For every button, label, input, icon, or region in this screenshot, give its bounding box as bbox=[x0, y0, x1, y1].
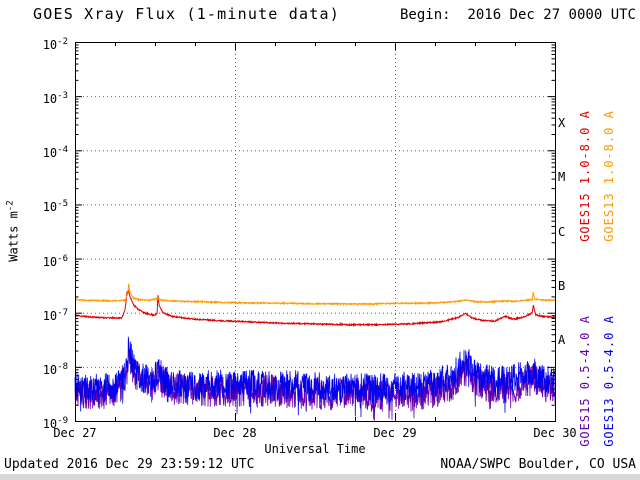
y-axis-label: Watts m-2 bbox=[6, 200, 21, 261]
y-tick-label: 10-9 bbox=[42, 416, 68, 431]
window-edge-strip bbox=[0, 474, 640, 480]
y-tick-label: 10-6 bbox=[42, 253, 68, 269]
gridlines bbox=[75, 42, 555, 421]
source-credit: NOAA/SWPC Boulder, CO USA bbox=[440, 457, 636, 472]
chart-title: GOES Xray Flux (1-minute data) bbox=[33, 5, 340, 23]
y-tick-label: 10-5 bbox=[42, 199, 68, 215]
begin-time-label: Begin: 2016 Dec 27 0000 UTC bbox=[399, 7, 636, 23]
plot-frame bbox=[75, 42, 556, 422]
legend-label-goes13-0-5-4-0-a: GOES13 0.5-4.0 A bbox=[602, 315, 616, 447]
y-tick-label: 10-8 bbox=[42, 361, 68, 377]
flare-class-label-x: X bbox=[558, 116, 566, 131]
x-tick-label: Dec 29 bbox=[373, 426, 417, 440]
series-lines bbox=[74, 283, 556, 422]
y-tick-label: 10-3 bbox=[42, 91, 68, 107]
series-line-goes15-0-5-4-0-a bbox=[74, 341, 556, 422]
flare-class-label-a: A bbox=[558, 332, 566, 347]
y-axis-label-exponent: -2 bbox=[5, 200, 16, 212]
flare-class-label-c: C bbox=[558, 224, 566, 239]
x-axis-label: Universal Time bbox=[264, 442, 366, 456]
flare-class-label-b: B bbox=[558, 278, 566, 293]
series-line-goes13-0-5-4-0-a bbox=[74, 336, 556, 420]
x-tick-label: Dec 27 bbox=[53, 426, 97, 440]
legend-label-goes15-0-5-4-0-a: GOES15 0.5-4.0 A bbox=[578, 315, 592, 447]
legend-label-goes13-1-0-8-0-a: GOES13 1.0-8.0 A bbox=[602, 110, 616, 242]
y-tick-label: 10-7 bbox=[42, 307, 68, 323]
y-tick-label: 10-2 bbox=[42, 37, 68, 52]
x-tick-label: Dec 30 bbox=[533, 426, 577, 440]
flare-class-label-m: M bbox=[558, 170, 566, 185]
series-line-goes13-1-0-8-0-a bbox=[74, 283, 556, 307]
axis-ticks bbox=[75, 42, 556, 422]
series-line-goes15-1-0-8-0-a bbox=[75, 288, 556, 328]
updated-timestamp: Updated 2016 Dec 29 23:59:12 UTC bbox=[4, 457, 255, 472]
y-axis-label-text: Watts m bbox=[6, 211, 21, 262]
legend-label-goes15-1-0-8-0-a: GOES15 1.0-8.0 A bbox=[578, 110, 592, 242]
x-tick-label: Dec 28 bbox=[213, 426, 257, 440]
y-tick-label: 10-4 bbox=[42, 145, 68, 161]
